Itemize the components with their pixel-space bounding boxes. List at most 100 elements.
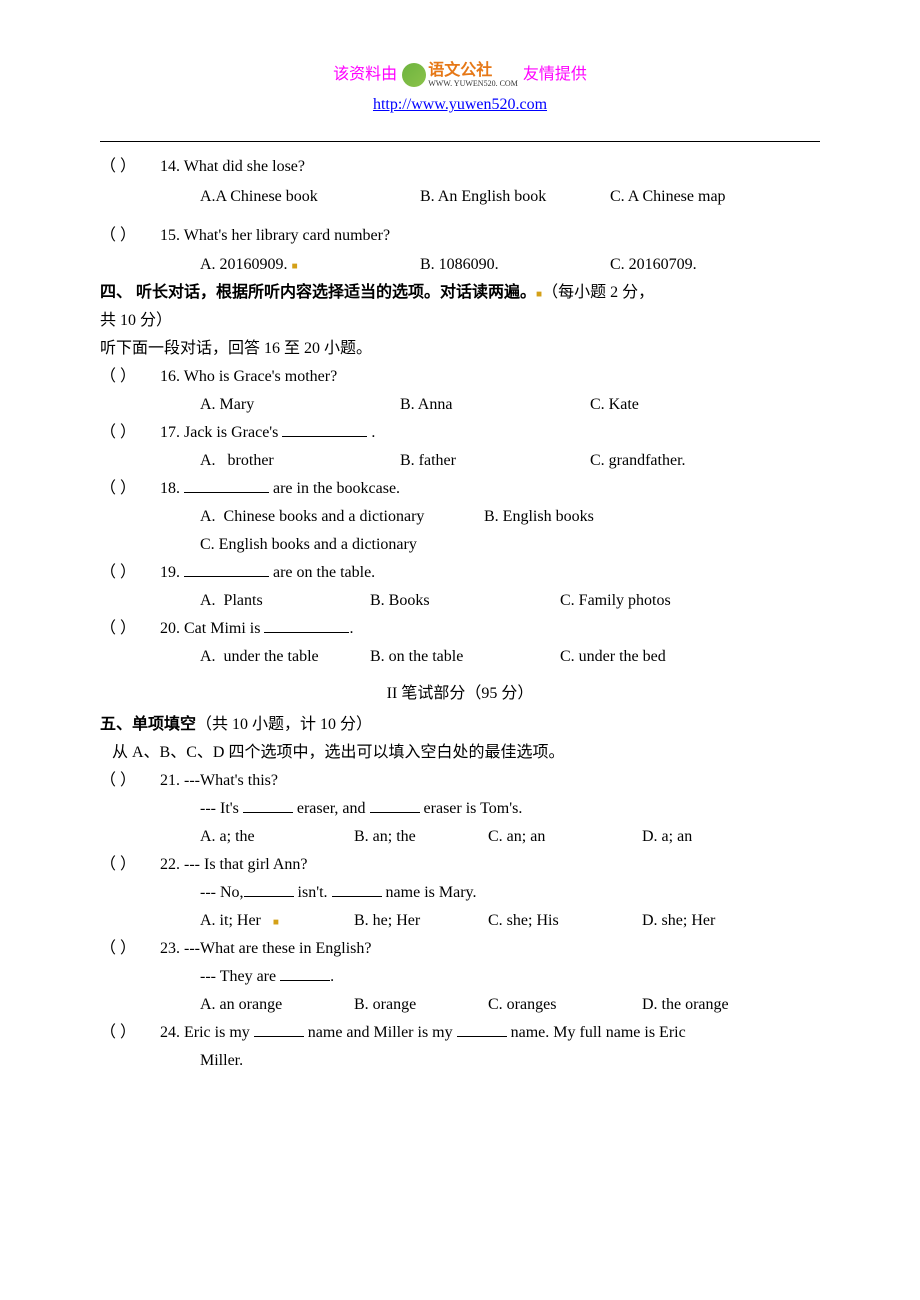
q14-options: A.A Chinese book B. An English book C. A…: [100, 182, 820, 212]
dot-icon: ■: [273, 917, 279, 928]
option-c: C. she; His: [488, 907, 638, 935]
q20-options: A. under the table B. on the table C. un…: [100, 643, 820, 671]
section-4-title: 四、 听长对话，根据所听内容选择适当的选项。对话读两遍。: [100, 284, 536, 301]
q24-line2: Miller.: [100, 1047, 820, 1075]
answer-paren: （ ）: [100, 419, 160, 447]
q21-line2: --- It's eraser, and eraser is Tom's.: [100, 795, 820, 823]
question-14: （ ） 14. What did she lose?: [100, 152, 820, 182]
document-content: （ ） 14. What did she lose? A.A Chinese b…: [100, 152, 820, 1076]
q22-line2: --- No, isn't. name is Mary.: [100, 879, 820, 907]
question-19: （ ） 19. are on the table.: [100, 559, 820, 587]
section-5-instruction: 从 A、B、C、D 四个选项中，选出可以填入空白处的最佳选项。: [100, 739, 820, 767]
question-21: （ ） 21. ---What's this?: [100, 767, 820, 795]
q19-options: A. Plants B. Books C. Family photos: [100, 587, 820, 615]
option-a: A. it; Her ■: [200, 907, 350, 935]
header-line-1: 该资料由 语文公社 WWW. YUWEN520. COM 友情提供: [100, 60, 820, 90]
option-a: A. brother: [200, 447, 400, 475]
question-text: 21. ---What's this?: [160, 767, 820, 795]
option-a: A. Chinese books and a dictionary: [200, 503, 480, 531]
option-b: B. 1086090.: [420, 251, 610, 279]
section-4-points: （每小题 2 分，: [542, 284, 654, 301]
site-url-link[interactable]: http://www.yuwen520.com: [373, 96, 547, 113]
question-17: （ ） 17. Jack is Grace's .: [100, 419, 820, 447]
option-c: C. under the bed: [560, 643, 666, 671]
answer-paren: （ ）: [100, 1019, 160, 1047]
question-23: （ ） 23. ---What are these in English?: [100, 935, 820, 963]
question-text: 19. are on the table.: [160, 559, 820, 587]
option-b: B. on the table: [370, 643, 560, 671]
q21-options: A. a; the B. an; the C. an; an D. a; an: [100, 823, 820, 851]
answer-paren: （ ）: [100, 363, 160, 391]
question-16: （ ） 16. Who is Grace's mother?: [100, 363, 820, 391]
q23-options: A. an orange B. orange C. oranges D. the…: [100, 991, 820, 1019]
option-b: B. English books: [484, 503, 594, 531]
question-15: （ ） 15. What's her library card number?: [100, 221, 820, 251]
option-b: B. Anna: [400, 391, 590, 419]
option-a: A. a; the: [200, 823, 350, 851]
question-text: 16. Who is Grace's mother?: [160, 363, 820, 391]
question-24: （ ） 24. Eric is my name and Miller is my…: [100, 1019, 820, 1047]
header-url-line: http://www.yuwen520.com: [100, 90, 820, 120]
section-4-header: 四、 听长对话，根据所听内容选择适当的选项。对话读两遍。■（每小题 2 分，: [100, 279, 820, 307]
answer-paren: （ ）: [100, 615, 160, 643]
question-text: 18. are in the bookcase.: [160, 475, 820, 503]
option-b: B. he; Her: [354, 907, 484, 935]
section-4-instruction: 听下面一段对话，回答 16 至 20 小题。: [100, 335, 820, 363]
header-right-text: 友情提供: [523, 60, 587, 90]
question-20: （ ） 20. Cat Mimi is .: [100, 615, 820, 643]
q16-options: A. Mary B. Anna C. Kate: [100, 391, 820, 419]
question-text: 22. --- Is that girl Ann?: [160, 851, 820, 879]
option-c: C. oranges: [488, 991, 638, 1019]
q18-options-line1: A. Chinese books and a dictionary B. Eng…: [100, 503, 820, 531]
option-a: A.A Chinese book: [200, 182, 420, 212]
section-5-title: 五、单项填空: [100, 716, 196, 733]
question-text: 14. What did she lose?: [160, 152, 820, 182]
option-b: B. orange: [354, 991, 484, 1019]
page-header: 该资料由 语文公社 WWW. YUWEN520. COM 友情提供 http:/…: [100, 60, 820, 121]
q15-options: A. 20160909. ■ B. 1086090. C. 20160709.: [100, 251, 820, 279]
q17-options: A. brother B. father C. grandfather.: [100, 447, 820, 475]
section-4-points-line2: 共 10 分）: [100, 307, 820, 335]
logo-text-block: 语文公社 WWW. YUWEN520. COM: [428, 62, 518, 88]
option-c: C. 20160709.: [610, 251, 770, 279]
option-a: A. an orange: [200, 991, 350, 1019]
question-text: 17. Jack is Grace's .: [160, 419, 820, 447]
answer-paren: （ ）: [100, 851, 160, 879]
section-5-header: 五、单项填空（共 10 小题，计 10 分）: [100, 711, 820, 739]
option-c: C. Kate: [590, 391, 639, 419]
question-22: （ ） 22. --- Is that girl Ann?: [100, 851, 820, 879]
answer-paren: （ ）: [100, 935, 160, 963]
question-text: 15. What's her library card number?: [160, 221, 820, 251]
option-b: B. Books: [370, 587, 560, 615]
option-a: A. 20160909. ■: [200, 251, 420, 279]
option-c: C. an; an: [488, 823, 638, 851]
dot-icon: ■: [292, 261, 298, 272]
answer-paren: （ ）: [100, 767, 160, 795]
header-left-text: 该资料由: [333, 60, 397, 90]
answer-paren: （ ）: [100, 475, 160, 503]
q23-line2: --- They are .: [100, 963, 820, 991]
option-b: B. an; the: [354, 823, 484, 851]
site-logo: 语文公社 WWW. YUWEN520. COM: [402, 62, 518, 88]
logo-small-url: WWW. YUWEN520. COM: [428, 80, 518, 89]
question-text: 23. ---What are these in English?: [160, 935, 820, 963]
question-text: 20. Cat Mimi is .: [160, 615, 820, 643]
part-2-title: II 笔试部分（95 分）: [100, 679, 820, 709]
question-18: （ ） 18. are in the bookcase.: [100, 475, 820, 503]
horizontal-divider: [100, 141, 820, 142]
option-c: C. Family photos: [560, 587, 671, 615]
option-c: C. grandfather.: [590, 447, 686, 475]
option-a: A. Mary: [200, 391, 400, 419]
logo-chinese: 语文公社: [428, 62, 492, 80]
answer-paren: （ ）: [100, 559, 160, 587]
option-a: A. under the table: [200, 643, 370, 671]
question-text: 24. Eric is my name and Miller is my nam…: [160, 1019, 820, 1047]
option-d: D. the orange: [642, 991, 762, 1019]
option-b: B. father: [400, 447, 590, 475]
answer-paren: （ ）: [100, 221, 160, 251]
option-c: C. A Chinese map: [610, 182, 770, 212]
option-d: D. she; Her: [642, 907, 762, 935]
option-b: B. An English book: [420, 182, 610, 212]
option-c: C. English books and a dictionary: [200, 531, 417, 559]
q22-options: A. it; Her ■ B. he; Her C. she; His D. s…: [100, 907, 820, 935]
